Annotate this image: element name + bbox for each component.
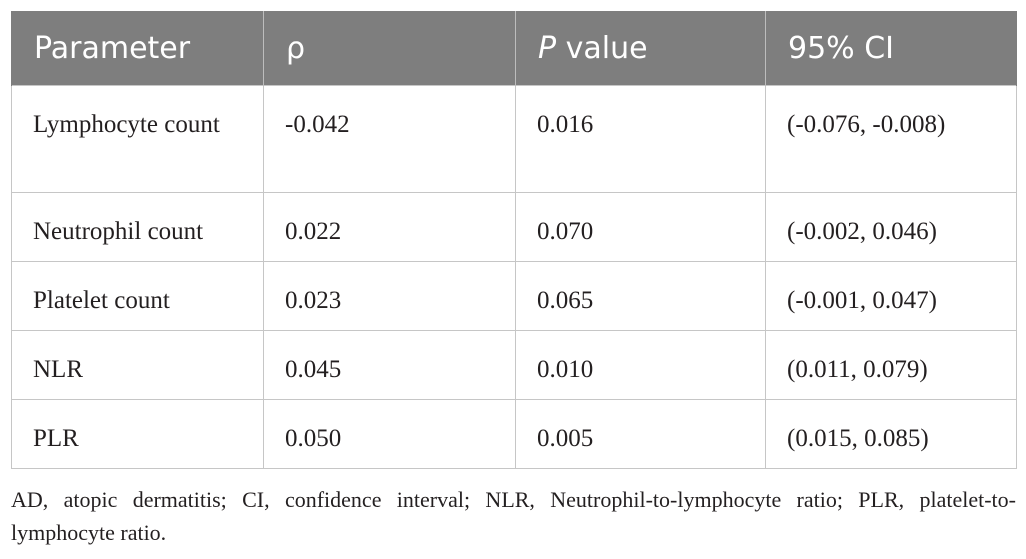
cell-parameter: PLR: [11, 399, 264, 469]
header-ci: 95% CI: [765, 11, 1017, 86]
table-row: Neutrophil count 0.022 0.070 (-0.002, 0.…: [11, 192, 1017, 262]
cell-p-value: 0.010: [515, 330, 766, 400]
cell-ci: (-0.076, -0.008): [765, 85, 1017, 193]
cell-ci: (-0.001, 0.047): [765, 261, 1017, 331]
header-rho: ρ: [263, 11, 516, 86]
cell-rho: 0.050: [263, 399, 516, 469]
header-parameter-label: Parameter: [34, 31, 191, 66]
header-rho-label: ρ: [286, 31, 306, 66]
cell-parameter: Platelet count: [11, 261, 264, 331]
cell-p-value: 0.016: [515, 85, 766, 193]
header-p-value: P value: [515, 11, 766, 86]
header-ci-label: 95% CI: [788, 31, 895, 66]
table-body: Lymphocyte count -0.042 0.016 (-0.076, -…: [11, 85, 1017, 469]
cell-parameter: NLR: [11, 330, 264, 400]
table-row: NLR 0.045 0.010 (0.011, 0.079): [11, 330, 1017, 400]
results-table-container: Parameter ρ P value 95% CI Lymphocyte co…: [11, 11, 1017, 469]
header-parameter: Parameter: [11, 11, 264, 86]
cell-parameter: Lymphocyte count: [11, 85, 264, 193]
cell-ci: (0.015, 0.085): [765, 399, 1017, 469]
cell-ci: (0.011, 0.079): [765, 330, 1017, 400]
cell-p-value: 0.065: [515, 261, 766, 331]
correlation-table: Parameter ρ P value 95% CI Lymphocyte co…: [11, 11, 1017, 469]
header-p-suffix: value: [556, 31, 648, 66]
header-row: Parameter ρ P value 95% CI: [11, 11, 1017, 86]
table-header: Parameter ρ P value 95% CI: [11, 11, 1017, 86]
header-p-italic: P: [538, 31, 557, 66]
table-footnote: AD, atopic dermatitis; CI, confidence in…: [11, 487, 1016, 545]
cell-rho: 0.045: [263, 330, 516, 400]
cell-rho: 0.023: [263, 261, 516, 331]
cell-ci: (-0.002, 0.046): [765, 192, 1017, 262]
cell-p-value: 0.005: [515, 399, 766, 469]
cell-parameter: Neutrophil count: [11, 192, 264, 262]
table-row: Platelet count 0.023 0.065 (-0.001, 0.04…: [11, 261, 1017, 331]
cell-rho: 0.022: [263, 192, 516, 262]
cell-p-value: 0.070: [515, 192, 766, 262]
table-row: PLR 0.050 0.005 (0.015, 0.085): [11, 399, 1017, 469]
table-row: Lymphocyte count -0.042 0.016 (-0.076, -…: [11, 85, 1017, 193]
cell-rho: -0.042: [263, 85, 516, 193]
